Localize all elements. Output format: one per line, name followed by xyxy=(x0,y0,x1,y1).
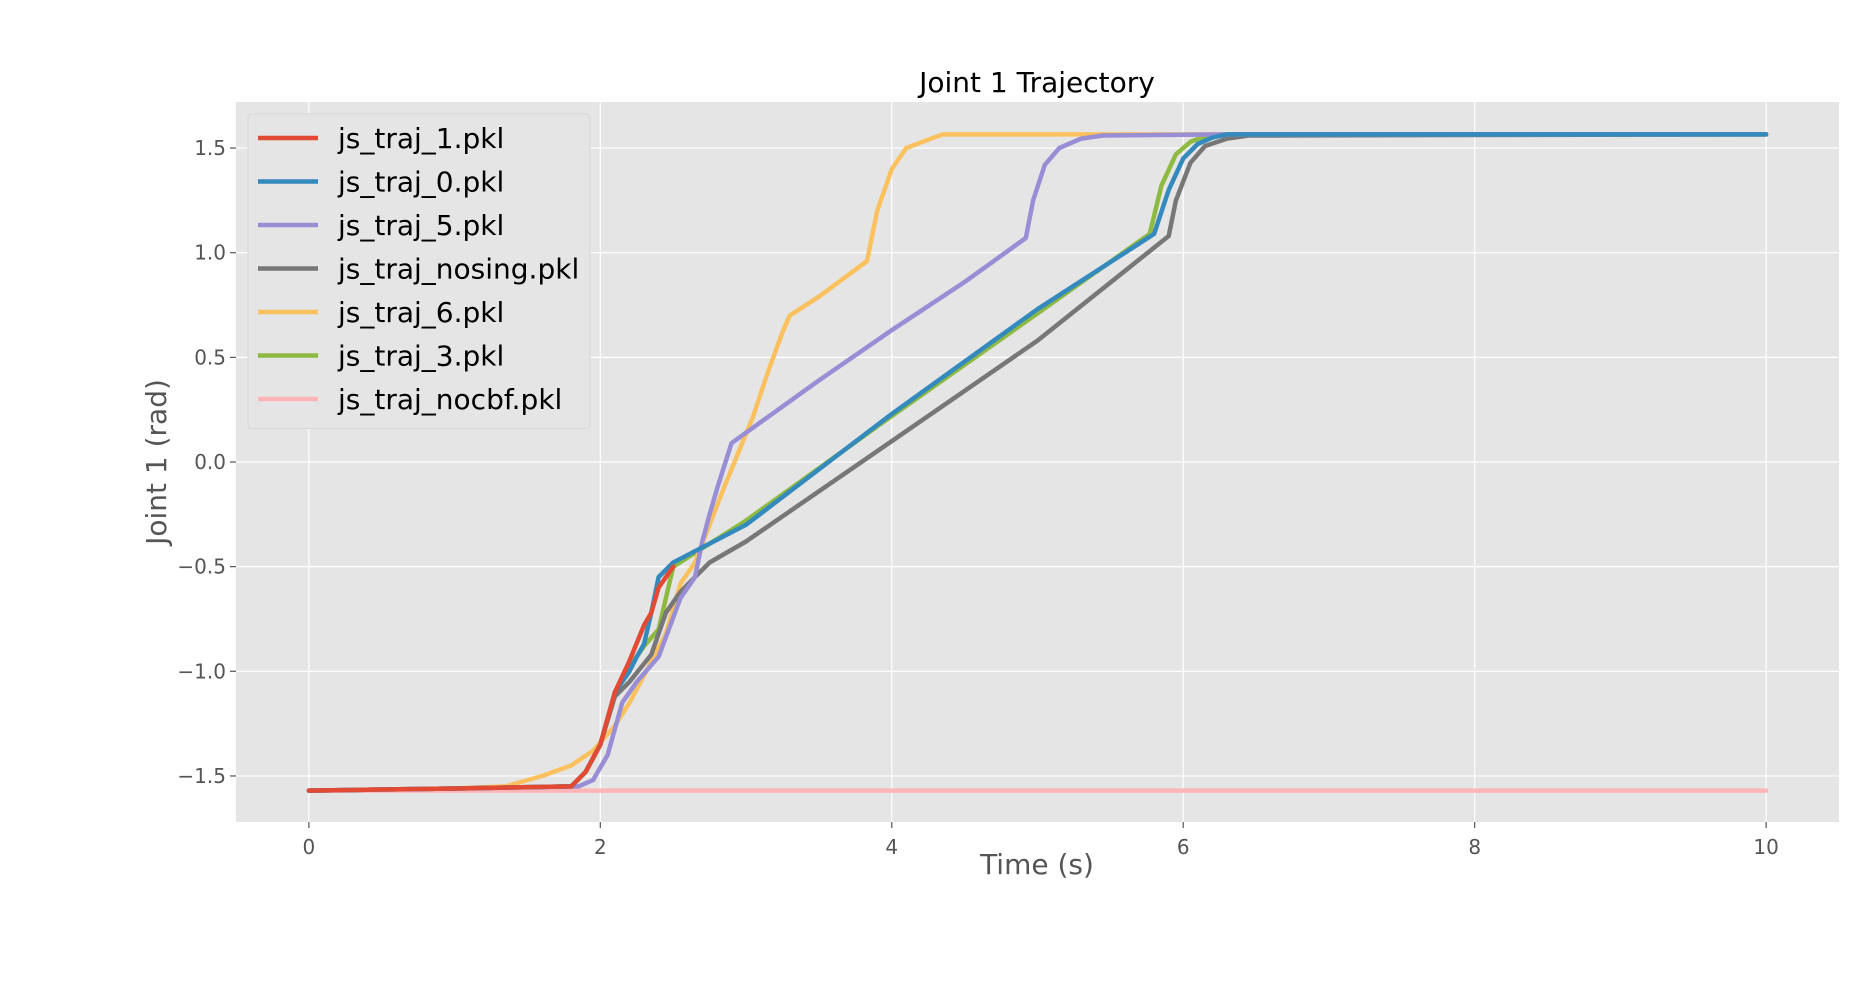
x-tick-label: 8 xyxy=(1468,835,1481,859)
legend-item: js_traj_nocbf.pkl xyxy=(258,383,562,416)
y-tick-label: −1.5 xyxy=(177,764,226,788)
legend-label: js_traj_6.pkl xyxy=(337,296,504,329)
legend-label: js_traj_nosing.pkl xyxy=(337,253,579,286)
legend-item: js_traj_5.pkl xyxy=(258,209,504,242)
x-tick-label: 2 xyxy=(594,835,607,859)
legend-item: js_traj_nosing.pkl xyxy=(258,253,579,286)
y-axis-ticks: −1.5 −1.0 −0.5 0.0 0.5 1.0 1.5 xyxy=(177,136,236,788)
legend-item: js_traj_3.pkl xyxy=(258,340,504,373)
series-layer xyxy=(306,132,1769,793)
x-axis-label: Time (s) xyxy=(979,848,1094,881)
legend-label: js_traj_3.pkl xyxy=(337,340,504,373)
x-tick-label: 0 xyxy=(302,835,315,859)
series-line-js-traj-6-pkl xyxy=(306,132,1769,793)
legend-label: js_traj_5.pkl xyxy=(337,209,504,242)
legend-label: js_traj_0.pkl xyxy=(337,166,504,199)
y-tick-label: −1.0 xyxy=(177,659,226,683)
legend-label: js_traj_nocbf.pkl xyxy=(337,383,562,416)
y-axis-label: Joint 1 (rad) xyxy=(140,379,173,547)
legend-box xyxy=(247,113,591,429)
x-axis-ticks: 0 2 4 6 8 10 xyxy=(302,822,1779,859)
series-line-js-traj-1-pkl xyxy=(306,564,676,793)
x-tick-label: 4 xyxy=(885,835,898,859)
y-tick-label: 1.0 xyxy=(194,241,226,265)
legend-item: js_traj_0.pkl xyxy=(258,166,504,199)
legend-label: js_traj_1.pkl xyxy=(337,122,504,155)
y-tick-label: −0.5 xyxy=(177,555,226,579)
y-tick-label: 0.0 xyxy=(194,450,226,474)
x-tick-label: 6 xyxy=(1177,835,1190,859)
x-tick-label: 10 xyxy=(1753,835,1778,859)
legend-item: js_traj_1.pkl xyxy=(258,122,504,155)
series-line-js-traj-5-pkl xyxy=(306,132,1769,793)
legend: js_traj_1.pkl js_traj_0.pkl js_traj_5.pklj… xyxy=(247,113,591,429)
legend-item: js_traj_6.pkl xyxy=(258,296,504,329)
y-tick-label: 1.5 xyxy=(194,136,226,160)
y-tick-label: 0.5 xyxy=(194,345,226,369)
chart-title: Joint 1 Trajectory xyxy=(917,66,1155,99)
